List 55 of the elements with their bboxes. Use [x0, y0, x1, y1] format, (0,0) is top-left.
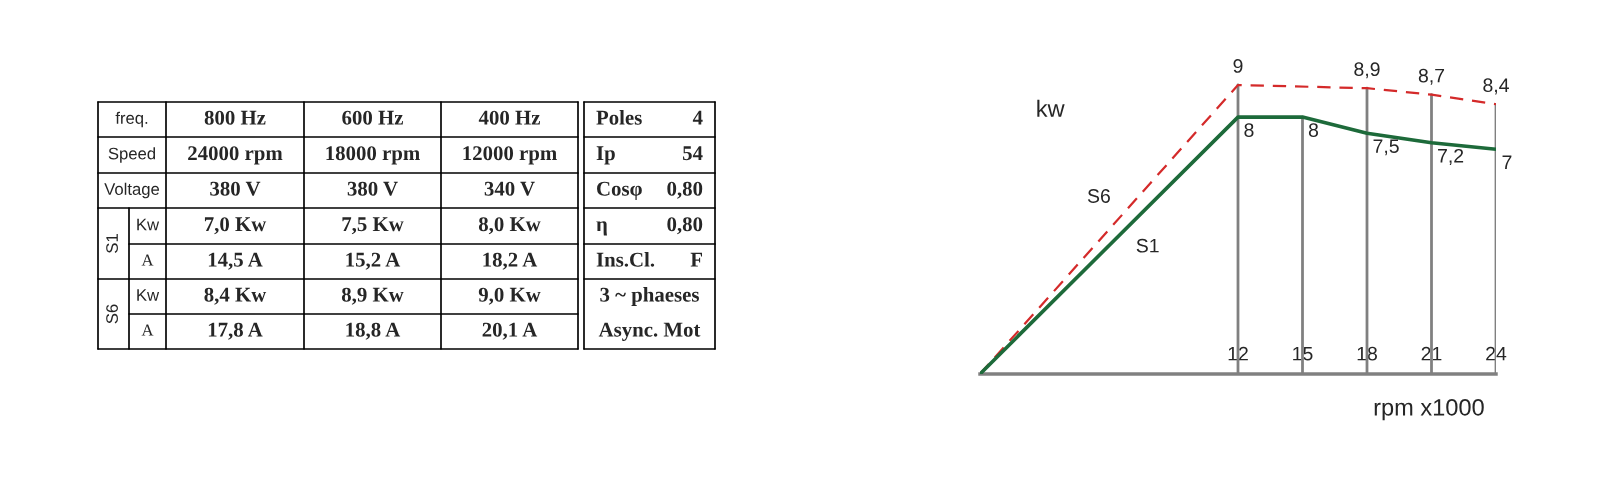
- text: 54: [683, 146, 703, 161]
- text: 3 ~ phaeses: [600, 287, 699, 306]
- text: 600 Hz: [342, 110, 403, 125]
- text: 800 Hz: [204, 110, 266, 125]
- text: Cosφ: [597, 181, 642, 200]
- text: 17,8 A: [208, 322, 263, 340]
- text: 400 Hz: [478, 110, 540, 125]
- text: F: [690, 252, 702, 267]
- text: 380 V: [210, 181, 261, 196]
- text: 15,2 A: [346, 252, 401, 270]
- text: 340 V: [484, 181, 535, 196]
- text: 24000 rpm: [188, 146, 283, 165]
- data-label: 9: [1233, 59, 1243, 73]
- text: 18,8 A: [346, 322, 401, 340]
- text: Speed: [108, 147, 156, 163]
- text: S6: [106, 304, 118, 324]
- text: A: [141, 324, 154, 336]
- series-label: S1: [1136, 238, 1159, 253]
- text: Kw: [137, 289, 160, 301]
- text: Voltage: [104, 182, 160, 199]
- text: 0,80: [667, 181, 703, 199]
- text: 8,4 Kw: [204, 287, 267, 305]
- text: 18,2 A: [483, 252, 538, 270]
- text: 9,0 Kw: [478, 287, 541, 305]
- text: Async. Mot: [598, 322, 701, 341]
- text: 8,9 Kw: [341, 287, 404, 305]
- text: 4: [692, 110, 703, 125]
- text: Kw: [137, 218, 160, 231]
- text: η: [596, 221, 607, 236]
- series-label: S6: [1087, 189, 1110, 203]
- data-label: 7,2: [1438, 148, 1464, 165]
- text: Ins.Cl.: [596, 252, 655, 267]
- data-label: 7: [1502, 155, 1512, 169]
- data-label: 8,7: [1418, 68, 1445, 85]
- text: 20,1 A: [482, 322, 538, 340]
- text: 14,5 A: [208, 252, 263, 270]
- x-axis-title: rpm x1000: [1374, 398, 1484, 421]
- text: A: [141, 254, 154, 266]
- text: freq.: [115, 111, 148, 128]
- data-label: 8: [1308, 123, 1319, 137]
- text: 18000 rpm: [326, 146, 420, 165]
- text: 7,0 Kw: [204, 217, 267, 235]
- data-label: 8,4: [1483, 78, 1509, 95]
- text: Poles: [596, 110, 642, 125]
- text: 380 V: [347, 181, 398, 196]
- text: S1: [106, 234, 118, 253]
- text: 0,80: [667, 217, 703, 235]
- data-label: 8: [1244, 123, 1254, 137]
- data-label: 7,5: [1373, 139, 1399, 156]
- text: 12000 rpm: [463, 146, 557, 165]
- text: 8,0 Kw: [478, 217, 541, 235]
- text: Ip: [596, 146, 615, 165]
- y-axis-title: kw: [1037, 99, 1065, 117]
- text: 7,5 Kw: [342, 217, 404, 235]
- data-label: 8,9: [1354, 62, 1380, 79]
